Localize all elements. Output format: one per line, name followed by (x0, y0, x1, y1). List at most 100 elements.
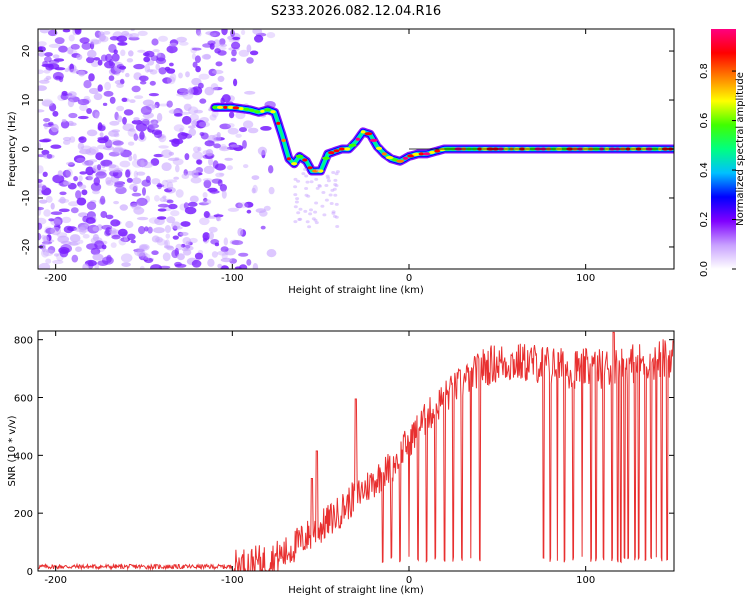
noise-blob (217, 263, 223, 269)
noise-blob (69, 136, 76, 143)
noise-blob (128, 128, 136, 132)
noise-blob (334, 172, 339, 176)
noise-blob (93, 57, 100, 61)
noise-blob (183, 103, 192, 112)
noise-blob (234, 266, 242, 269)
noise-blob (108, 59, 114, 67)
noise-blob (130, 201, 138, 207)
ridge-core (295, 154, 304, 158)
noise-blob (41, 63, 54, 68)
noise-blob (321, 191, 326, 194)
noise-blob (191, 259, 202, 268)
noise-blob (243, 164, 249, 169)
noise-blob (161, 162, 172, 172)
y-tick-label: 20 (21, 45, 32, 58)
ridge-core (338, 147, 345, 151)
noise-blob (103, 31, 111, 35)
noise-blob (235, 202, 243, 209)
noise-blob (166, 76, 176, 85)
noise-blob (43, 118, 51, 122)
noise-blob (77, 98, 90, 106)
noise-blob (260, 125, 272, 131)
noise-blob (251, 187, 256, 194)
figure-title: S233.2026.082.12.04.R16 (271, 4, 441, 19)
noise-blob (305, 180, 310, 184)
noise-blob (326, 179, 331, 183)
noise-blob (266, 249, 277, 258)
noise-blob (93, 177, 101, 186)
noise-blob (162, 77, 173, 84)
noise-blob (111, 53, 120, 62)
noise-blob (170, 73, 177, 82)
ridge-core (423, 152, 431, 156)
noise-blob (184, 245, 194, 251)
noise-blob (209, 114, 217, 121)
noise-blob (65, 161, 75, 166)
noise-blob (68, 241, 81, 246)
y-tick-label: 200 (14, 509, 33, 520)
noise-blob (39, 199, 48, 204)
noise-blob (58, 208, 70, 213)
noise-blob (137, 49, 146, 53)
noise-blob (144, 63, 151, 73)
noise-blob (161, 179, 169, 189)
ridge-core (385, 156, 394, 160)
colorbar-tick-label: 0.2 (699, 212, 710, 228)
noise-blob (82, 263, 90, 269)
x-tick-label: 0 (406, 575, 412, 586)
noise-blob (45, 195, 53, 203)
noise-blob (195, 65, 201, 73)
x-tick-label: 100 (576, 273, 595, 284)
noise-blob (227, 207, 240, 212)
noise-blob (158, 35, 168, 42)
noise-blob (293, 220, 298, 224)
noise-blob (235, 133, 242, 138)
noise-blob (87, 49, 97, 59)
noise-blob (333, 178, 338, 182)
noise-blob (59, 191, 67, 196)
noise-blob (314, 221, 319, 225)
noise-blob (140, 105, 152, 115)
noise-blob (73, 176, 78, 182)
noise-blob (41, 149, 50, 155)
ridge-core (344, 147, 351, 151)
noise-blob (202, 150, 211, 156)
noise-blob (88, 146, 99, 155)
noise-blob (155, 63, 160, 71)
ridge-core (223, 105, 228, 109)
noise-blob (179, 111, 191, 115)
noise-blob (173, 176, 180, 180)
noise-blob (94, 240, 105, 250)
noise-blob (91, 60, 100, 68)
noise-blob (314, 177, 319, 181)
ridge-core (249, 108, 255, 112)
noise-blob (260, 225, 266, 230)
noise-blob (94, 111, 100, 119)
noise-blob (176, 93, 189, 97)
noise-blob (150, 158, 160, 166)
noise-blob (335, 225, 340, 228)
noise-blob (143, 56, 151, 63)
noise-blob (303, 209, 308, 213)
noise-blob (125, 72, 130, 78)
noise-blob (142, 187, 146, 196)
noise-blob (143, 256, 149, 262)
noise-blob (48, 43, 61, 49)
noise-blob (119, 160, 131, 168)
noise-blob (76, 197, 87, 206)
ridge-core (429, 150, 435, 154)
noise-blob (113, 146, 124, 155)
ridge-core (434, 149, 441, 153)
noise-blob (131, 177, 142, 185)
noise-blob (130, 239, 136, 244)
noise-blob (38, 52, 46, 57)
noise-blob (198, 73, 210, 80)
noise-blob (268, 165, 274, 174)
noise-blob (109, 96, 116, 104)
noise-blob (54, 253, 59, 257)
noise-blob (78, 175, 83, 182)
noise-blob (246, 209, 252, 214)
noise-blob (203, 211, 210, 218)
noise-blob (68, 112, 78, 119)
ridge-core (370, 138, 378, 142)
